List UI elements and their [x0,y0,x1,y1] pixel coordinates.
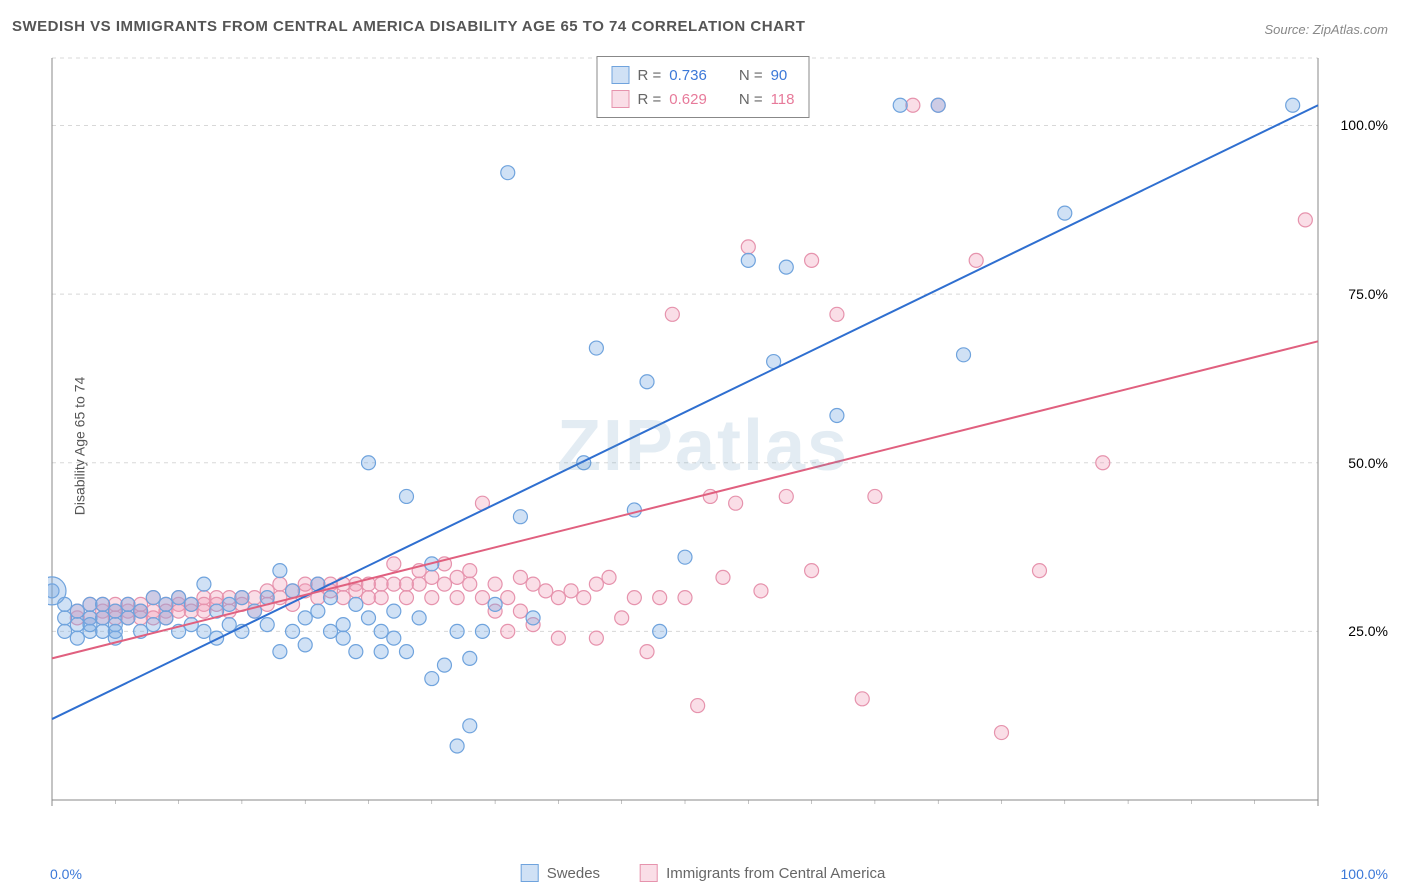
r-label: R = [638,67,662,84]
n-label: N = [739,91,763,108]
legend-item-immigrants: Immigrants from Central America [640,864,885,882]
scatter-plot [48,50,1388,830]
r-label: R = [638,91,662,108]
legend-swatch-immigrants [640,864,658,882]
swatch-swedes [612,66,630,84]
x-axis-tick-min: 0.0% [50,866,82,882]
legend-item-swedes: Swedes [521,864,600,882]
y-axis-tick-100: 100.0% [1341,117,1388,133]
correlation-legend: R = 0.736 N = 90 R = 0.629 N = 118 [597,56,810,118]
n-value-swedes: 90 [771,67,788,84]
n-value-immigrants: 118 [771,91,795,108]
r-value-immigrants: 0.629 [669,91,707,108]
x-axis-tick-max: 100.0% [1341,866,1388,882]
y-axis-tick-50: 50.0% [1348,455,1388,471]
legend-label-swedes: Swedes [547,865,600,882]
n-label: N = [739,67,763,84]
series-legend: Swedes Immigrants from Central America [521,864,886,882]
source-label: Source: ZipAtlas.com [1264,22,1388,37]
legend-row-immigrants: R = 0.629 N = 118 [612,87,795,111]
r-value-swedes: 0.736 [669,67,707,84]
legend-label-immigrants: Immigrants from Central America [666,865,885,882]
y-axis-tick-75: 75.0% [1348,286,1388,302]
legend-swatch-swedes [521,864,539,882]
y-axis-tick-25: 25.0% [1348,623,1388,639]
legend-row-swedes: R = 0.736 N = 90 [612,63,795,87]
chart-title: SWEDISH VS IMMIGRANTS FROM CENTRAL AMERI… [12,18,805,35]
chart-svg [48,50,1388,830]
swatch-immigrants [612,90,630,108]
